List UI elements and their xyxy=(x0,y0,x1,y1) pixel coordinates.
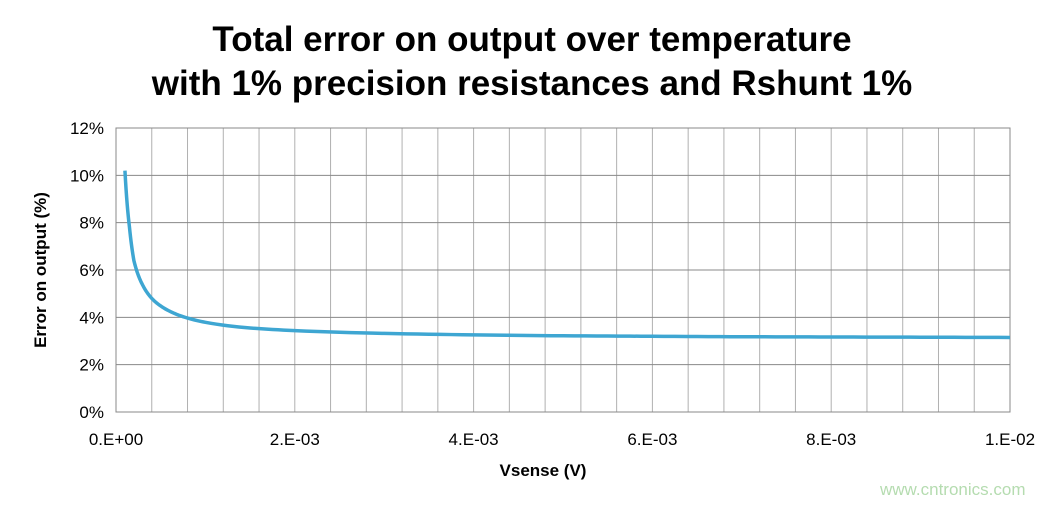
y-tick-label: 0% xyxy=(79,403,104,422)
plot-area-border xyxy=(115,127,1011,413)
y-axis-label: Error on output (%) xyxy=(31,192,50,348)
y-tick-label: 12% xyxy=(70,119,104,138)
y-tick-label: 10% xyxy=(70,166,104,185)
x-axis-label: Vsense (V) xyxy=(500,461,587,480)
y-tick-label: 4% xyxy=(79,308,104,327)
y-tick-label: 8% xyxy=(79,214,104,233)
watermark: www.cntronics.com xyxy=(880,480,1026,499)
chart-title: Total error on output over temperature w… xyxy=(0,18,1064,106)
title-line-2: with 1% precision resistances and Rshunt… xyxy=(151,64,913,103)
x-tick-label: 4.E-03 xyxy=(449,430,499,449)
x-tick-label: 1.E-02 xyxy=(985,430,1035,449)
x-tick-label: 2.E-03 xyxy=(270,430,320,449)
x-tick-label: 6.E-03 xyxy=(627,430,677,449)
y-tick-label: 6% xyxy=(79,261,104,280)
series-line xyxy=(123,170,1011,340)
x-tick-label: 0.E+00 xyxy=(89,430,143,449)
title-line-1: Total error on output over temperature xyxy=(212,20,852,59)
x-tick-label: 8.E-03 xyxy=(806,430,856,449)
y-tick-label: 2% xyxy=(79,356,104,375)
